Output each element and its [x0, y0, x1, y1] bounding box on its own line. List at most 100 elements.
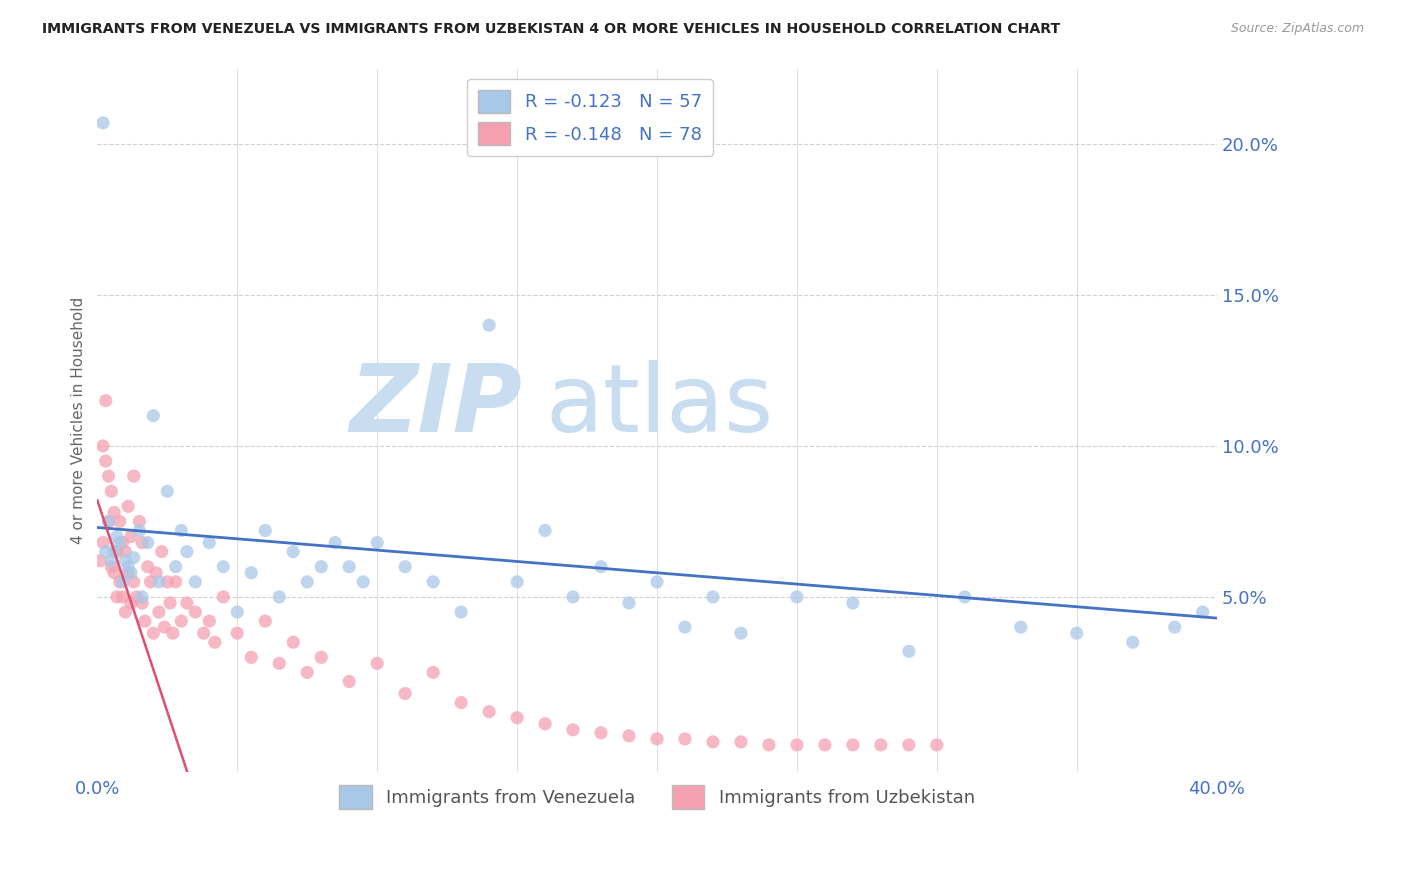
Point	[842, 738, 865, 752]
Point	[702, 590, 724, 604]
Point	[117, 559, 139, 574]
Point	[842, 596, 865, 610]
Text: ZIP: ZIP	[350, 360, 523, 452]
Point	[352, 574, 374, 589]
Point	[366, 657, 388, 671]
Point	[120, 566, 142, 580]
Point	[1010, 620, 1032, 634]
Point	[94, 454, 117, 468]
Point	[309, 650, 332, 665]
Point	[1163, 620, 1185, 634]
Point	[114, 605, 136, 619]
Point	[337, 674, 360, 689]
Point	[422, 665, 444, 680]
Point	[1122, 635, 1144, 649]
Point	[128, 515, 150, 529]
Point	[165, 559, 187, 574]
Point	[156, 574, 179, 589]
Point	[153, 620, 176, 634]
Y-axis label: 4 or more Vehicles in Household: 4 or more Vehicles in Household	[72, 297, 86, 544]
Point	[131, 535, 153, 549]
Point	[142, 626, 165, 640]
Point	[212, 559, 235, 574]
Point	[100, 559, 122, 574]
Point	[283, 544, 305, 558]
Point	[131, 596, 153, 610]
Point	[450, 696, 472, 710]
Point	[870, 738, 893, 752]
Point	[139, 574, 162, 589]
Point	[673, 731, 696, 746]
Point	[758, 738, 780, 752]
Point	[814, 738, 837, 752]
Point	[148, 605, 170, 619]
Point	[506, 711, 529, 725]
Point	[134, 614, 156, 628]
Point	[240, 566, 263, 580]
Point	[117, 566, 139, 580]
Point	[394, 559, 416, 574]
Point	[114, 554, 136, 568]
Point	[269, 590, 291, 604]
Point	[366, 535, 388, 549]
Point	[269, 657, 291, 671]
Point	[730, 735, 752, 749]
Point	[120, 596, 142, 610]
Point	[702, 735, 724, 749]
Point	[100, 554, 122, 568]
Point	[136, 559, 159, 574]
Point	[114, 544, 136, 558]
Point	[394, 687, 416, 701]
Point	[323, 535, 346, 549]
Point	[589, 726, 612, 740]
Point	[117, 500, 139, 514]
Point	[136, 535, 159, 549]
Point	[156, 484, 179, 499]
Point	[534, 716, 557, 731]
Point	[122, 469, 145, 483]
Point	[1066, 626, 1088, 640]
Point	[103, 566, 125, 580]
Point	[254, 614, 277, 628]
Point	[212, 590, 235, 604]
Point	[170, 614, 193, 628]
Point	[131, 590, 153, 604]
Point	[226, 605, 249, 619]
Point	[111, 590, 134, 604]
Point	[617, 596, 640, 610]
Point	[97, 515, 120, 529]
Point	[111, 535, 134, 549]
Point	[103, 505, 125, 519]
Point	[240, 650, 263, 665]
Point	[198, 614, 221, 628]
Point	[120, 530, 142, 544]
Point	[337, 559, 360, 574]
Point	[105, 544, 128, 558]
Point	[786, 738, 808, 752]
Point	[283, 635, 305, 649]
Point	[1191, 605, 1213, 619]
Point	[165, 574, 187, 589]
Point	[184, 605, 207, 619]
Point	[730, 626, 752, 640]
Point	[562, 590, 585, 604]
Legend: Immigrants from Venezuela, Immigrants from Uzbekistan: Immigrants from Venezuela, Immigrants fr…	[332, 778, 981, 816]
Point	[673, 620, 696, 634]
Point	[450, 605, 472, 619]
Point	[645, 574, 668, 589]
Point	[617, 729, 640, 743]
Point	[176, 544, 198, 558]
Point	[506, 574, 529, 589]
Text: IMMIGRANTS FROM VENEZUELA VS IMMIGRANTS FROM UZBEKISTAN 4 OR MORE VEHICLES IN HO: IMMIGRANTS FROM VENEZUELA VS IMMIGRANTS …	[42, 22, 1060, 37]
Point	[226, 626, 249, 640]
Point	[562, 723, 585, 737]
Point	[94, 393, 117, 408]
Point	[94, 544, 117, 558]
Point	[91, 439, 114, 453]
Point	[589, 559, 612, 574]
Point	[122, 550, 145, 565]
Point	[111, 574, 134, 589]
Point	[108, 535, 131, 549]
Point	[162, 626, 184, 640]
Point	[105, 590, 128, 604]
